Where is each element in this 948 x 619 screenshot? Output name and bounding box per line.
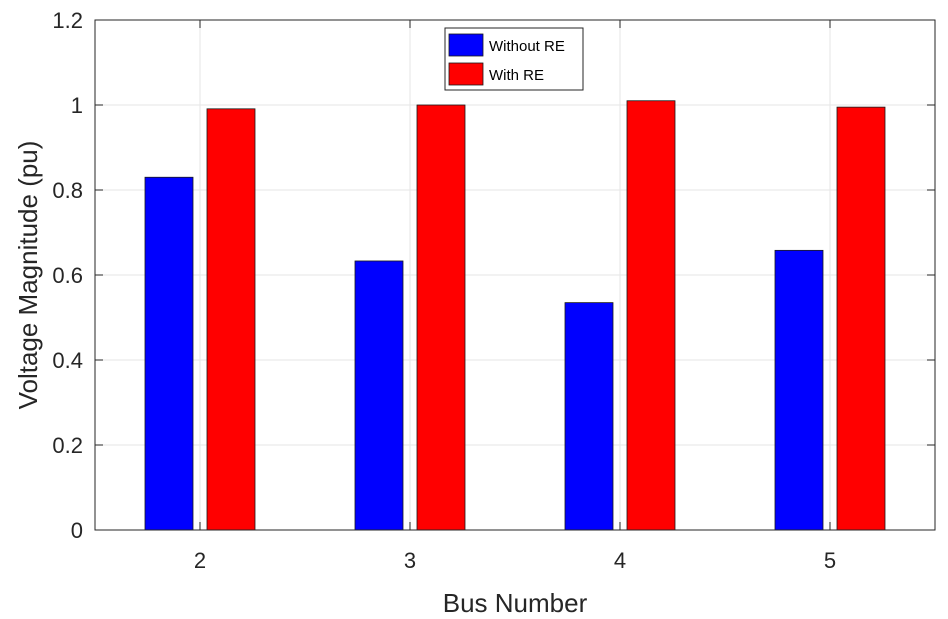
legend-label: With RE: [489, 67, 544, 84]
ticks: [95, 19, 935, 531]
y-tick-label: 1: [71, 93, 83, 118]
x-tick-label: 3: [404, 548, 416, 573]
y-tick-label: 0.2: [52, 433, 83, 458]
legend-label: Without RE: [489, 38, 565, 55]
bar-without-re-3: [354, 260, 404, 531]
x-tick-label: 2: [194, 548, 206, 573]
y-tick-label: 1.2: [52, 8, 83, 33]
bar-without-re-2: [144, 176, 194, 531]
bar-with-re-4: [626, 100, 676, 531]
y-tick-labels: 0 0.2 0.4 0.6 0.8 1 1.2: [52, 8, 83, 543]
bar-with-re-5: [836, 106, 886, 531]
x-tick-labels: 2 3 4 5: [194, 548, 836, 573]
bar-with-re-3: [416, 104, 466, 531]
y-tick-label: 0: [71, 518, 83, 543]
bar-with-re-2: [206, 108, 256, 531]
legend-swatch: [448, 33, 484, 57]
bar-without-re-5: [774, 249, 824, 531]
x-tick-label: 4: [614, 548, 626, 573]
y-tick-label: 0.4: [52, 348, 83, 373]
x-axis-title: Bus Number: [443, 588, 588, 618]
y-tick-label: 0.6: [52, 263, 83, 288]
legend: Without RE With RE: [444, 27, 584, 91]
legend-swatch: [448, 62, 484, 86]
x-tick-label: 5: [824, 548, 836, 573]
bar-without-re-4: [564, 302, 614, 531]
y-tick-label: 0.8: [52, 178, 83, 203]
bars: [144, 100, 886, 531]
y-axis-title: Voltage Magnitude (pu): [13, 141, 43, 410]
